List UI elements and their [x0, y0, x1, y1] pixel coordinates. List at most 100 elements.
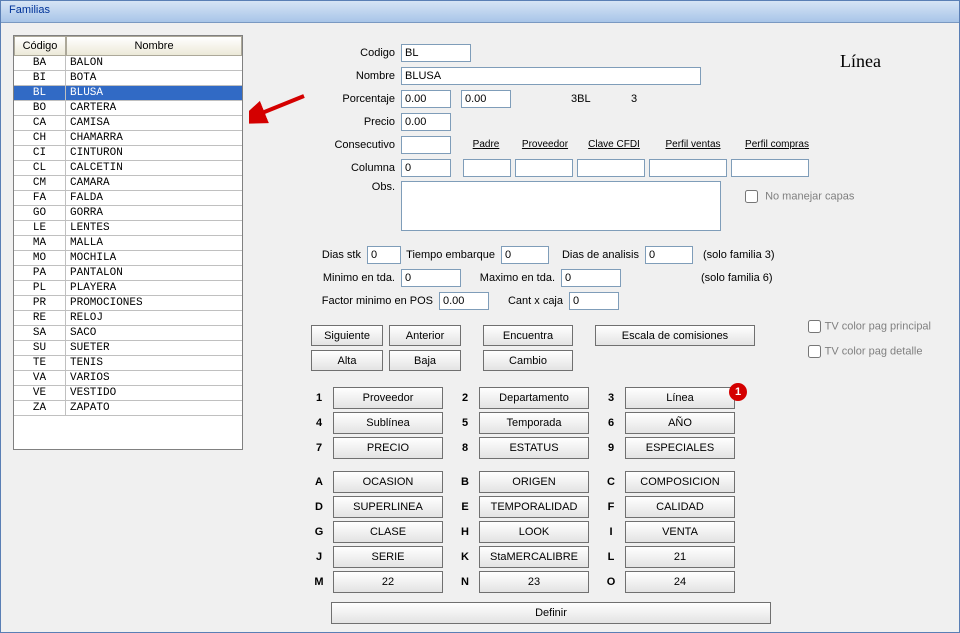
table-row[interactable]: GOGORRA [14, 206, 242, 221]
input-columna[interactable] [401, 159, 451, 177]
th-codigo[interactable]: Código [14, 36, 66, 56]
btn-alta[interactable]: Alta [311, 350, 383, 371]
table-row[interactable]: VAVARIOS [14, 371, 242, 386]
input-consecutivo[interactable] [401, 136, 451, 154]
category-button[interactable]: 23 [479, 571, 589, 593]
chk-tv-detalle[interactable] [808, 345, 821, 358]
category-button[interactable]: Sublínea [333, 412, 443, 434]
table-row[interactable]: BOCARTERA [14, 101, 242, 116]
input-porcentaje-2[interactable] [461, 90, 511, 108]
grid-key: 5 [457, 417, 473, 429]
btn-anterior[interactable]: Anterior [389, 325, 461, 346]
category-button[interactable]: 24 [625, 571, 735, 593]
category-button[interactable]: SERIE [333, 546, 443, 568]
table-row[interactable]: PAPANTALON [14, 266, 242, 281]
category-button[interactable]: PRECIO [333, 437, 443, 459]
table-row[interactable]: MOMOCHILA [14, 251, 242, 266]
category-button[interactable]: CALIDAD [625, 496, 735, 518]
btn-escala[interactable]: Escala de comisiones [595, 325, 755, 346]
table-row[interactable]: CMCAMARA [14, 176, 242, 191]
table-row[interactable]: PRPROMOCIONES [14, 296, 242, 311]
porc-extra-2: 3 [631, 93, 637, 105]
category-button[interactable]: AÑO [625, 412, 735, 434]
input-proveedor[interactable] [515, 159, 573, 177]
table-row[interactable]: BABALON [14, 56, 242, 71]
slbl-padre: Padre [473, 139, 500, 150]
table-row[interactable]: SASACO [14, 326, 242, 341]
input-clave-cfdi[interactable] [577, 159, 645, 177]
category-button[interactable]: 22 [333, 571, 443, 593]
grid-key: F [603, 501, 619, 513]
input-factor[interactable] [439, 292, 489, 310]
grid-key: 1 [311, 392, 327, 404]
btn-cambio[interactable]: Cambio [483, 350, 573, 371]
textarea-obs[interactable] [401, 181, 721, 231]
category-button[interactable]: ORIGEN [479, 471, 589, 493]
table-row[interactable]: CHCHAMARRA [14, 131, 242, 146]
table-row[interactable]: FAFALDA [14, 191, 242, 206]
btn-siguiente[interactable]: Siguiente [311, 325, 383, 346]
input-tiempo-emb[interactable] [501, 246, 549, 264]
category-button[interactable]: ESTATUS [479, 437, 589, 459]
cell-codigo: RE [14, 311, 66, 326]
table-row[interactable]: LELENTES [14, 221, 242, 236]
category-button[interactable]: ESPECIALES [625, 437, 735, 459]
content-area: Código Nombre BABALONBIBOTABLBLUSABOCART… [1, 23, 959, 632]
category-button[interactable]: OCASION [333, 471, 443, 493]
input-perfil-compras[interactable] [731, 159, 809, 177]
table-row[interactable]: CACAMISA [14, 116, 242, 131]
category-button[interactable]: VENTA [625, 521, 735, 543]
table-row[interactable]: BLBLUSA [14, 86, 242, 101]
category-button[interactable]: Temporada [479, 412, 589, 434]
chk-no-capas[interactable] [745, 190, 758, 203]
cell-nombre: VARIOS [66, 371, 242, 386]
category-button[interactable]: Línea [625, 387, 735, 409]
input-padre[interactable] [463, 159, 511, 177]
slbl-perfil-ventas: Perfil ventas [665, 139, 720, 150]
lbl-max-tda: Maximo en tda. [461, 272, 561, 284]
input-nombre[interactable] [401, 67, 701, 85]
cell-codigo: MO [14, 251, 66, 266]
grid-key: 6 [603, 417, 619, 429]
table-row[interactable]: MAMALLA [14, 236, 242, 251]
table-row[interactable]: SUSUETER [14, 341, 242, 356]
table-row[interactable]: VEVESTIDO [14, 386, 242, 401]
category-button[interactable]: LOOK [479, 521, 589, 543]
btn-definir[interactable]: Definir [331, 602, 771, 624]
cell-codigo: PL [14, 281, 66, 296]
category-button[interactable]: COMPOSICION [625, 471, 735, 493]
input-dias-stk[interactable] [367, 246, 401, 264]
input-precio[interactable] [401, 113, 451, 131]
input-cantxcaja[interactable] [569, 292, 619, 310]
table-row[interactable]: CLCALCETIN [14, 161, 242, 176]
input-dias-analisis[interactable] [645, 246, 693, 264]
cell-nombre: SUETER [66, 341, 242, 356]
cell-nombre: CALCETIN [66, 161, 242, 176]
table-body[interactable]: BABALONBIBOTABLBLUSABOCARTERACACAMISACHC… [14, 56, 242, 447]
input-codigo[interactable] [401, 44, 471, 62]
table-row[interactable]: RERELOJ [14, 311, 242, 326]
category-button[interactable]: StaMERCALIBRE [479, 546, 589, 568]
input-perfil-ventas[interactable] [649, 159, 727, 177]
input-max-tda[interactable] [561, 269, 621, 287]
category-button[interactable]: SUPERLINEA [333, 496, 443, 518]
table-row[interactable]: BIBOTA [14, 71, 242, 86]
slbl-proveedor: Proveedor [522, 139, 568, 150]
category-button[interactable]: TEMPORALIDAD [479, 496, 589, 518]
grid-key: 7 [311, 442, 327, 454]
cell-nombre: BALON [66, 56, 242, 71]
input-porcentaje-1[interactable] [401, 90, 451, 108]
th-nombre[interactable]: Nombre [66, 36, 242, 56]
category-button[interactable]: Departamento [479, 387, 589, 409]
table-row[interactable]: PLPLAYERA [14, 281, 242, 296]
category-button[interactable]: CLASE [333, 521, 443, 543]
table-row[interactable]: TETENIS [14, 356, 242, 371]
btn-encuentra[interactable]: Encuentra [483, 325, 573, 346]
table-row[interactable]: ZAZAPATO [14, 401, 242, 416]
chk-tv-principal[interactable] [808, 320, 821, 333]
category-button[interactable]: 21 [625, 546, 735, 568]
table-row[interactable]: CICINTURON [14, 146, 242, 161]
category-button[interactable]: Proveedor [333, 387, 443, 409]
btn-baja[interactable]: Baja [389, 350, 461, 371]
input-min-tda[interactable] [401, 269, 461, 287]
